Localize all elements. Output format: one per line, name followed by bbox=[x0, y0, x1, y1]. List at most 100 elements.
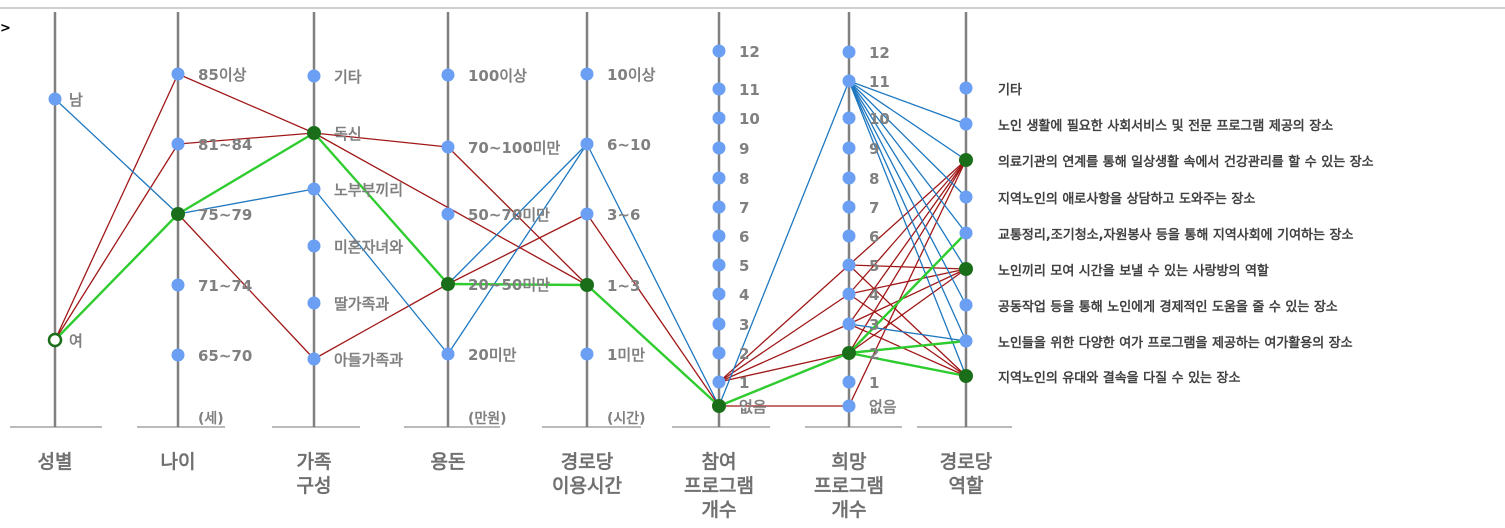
point-join bbox=[712, 141, 726, 155]
series-line-red bbox=[848, 159, 967, 407]
tick-label-age: 85이상 bbox=[198, 66, 247, 84]
point-money bbox=[441, 140, 455, 154]
point-want bbox=[842, 171, 856, 185]
series-line-blue bbox=[848, 80, 967, 234]
tick-label-want: 8 bbox=[869, 170, 879, 188]
series-line-red bbox=[718, 352, 850, 383]
point-join bbox=[712, 287, 726, 301]
tick-label-age: 75~79 bbox=[198, 206, 252, 224]
series-line-red bbox=[848, 264, 967, 270]
series-line-blue bbox=[848, 80, 967, 270]
tick-label-role: 지역노인의 유대와 결속을 다질 수 있는 장소 bbox=[998, 370, 1240, 386]
series-line-blue bbox=[848, 80, 967, 342]
axis-title-hours: 경로당 이용시간 bbox=[552, 451, 622, 497]
tick-label-family: 기타 bbox=[334, 68, 362, 86]
point-role bbox=[959, 298, 973, 312]
series-line-red bbox=[718, 323, 850, 383]
node-highlight-join bbox=[712, 399, 726, 413]
node-highlight-role bbox=[959, 262, 973, 276]
tick-label-join: 6 bbox=[739, 228, 749, 246]
tick-label-family: 노부부끼리 bbox=[334, 181, 403, 199]
tick-label-join: 없음 bbox=[739, 398, 767, 416]
tick-label-role: 기타 bbox=[998, 82, 1022, 98]
tick-label-join: 2 bbox=[739, 345, 749, 363]
tick-label-join: 9 bbox=[739, 140, 749, 158]
point-want bbox=[842, 74, 856, 88]
series-line-blue bbox=[718, 80, 850, 407]
series-line-green bbox=[585, 283, 721, 408]
series-line-red bbox=[54, 143, 179, 341]
series-line-red bbox=[848, 159, 967, 354]
point-family bbox=[307, 69, 321, 83]
series-line-blue bbox=[586, 143, 720, 407]
tick-label-want: 2 bbox=[869, 345, 879, 363]
node-highlight-role bbox=[959, 369, 973, 383]
points-layer bbox=[47, 44, 973, 413]
tick-label-join: 10 bbox=[739, 110, 760, 128]
tick-label-role: 지역노인의 애로사항을 상담하고 도와주는 장소 bbox=[998, 191, 1255, 207]
series-line-red bbox=[177, 132, 315, 145]
tick-label-want: 9 bbox=[869, 140, 879, 158]
corner-glyph: > bbox=[0, 21, 11, 36]
tick-label-want: 1 bbox=[869, 374, 879, 392]
node-highlight-role bbox=[959, 153, 973, 167]
tick-label-join: 8 bbox=[739, 170, 749, 188]
axis-title-want: 희망 프로그램 개수 bbox=[814, 451, 884, 521]
series-line-blue bbox=[848, 80, 967, 125]
tick-label-want: 12 bbox=[869, 44, 890, 62]
point-role bbox=[959, 334, 973, 348]
point-want bbox=[842, 45, 856, 59]
point-hours bbox=[580, 347, 594, 361]
point-money bbox=[441, 207, 455, 221]
point-want bbox=[842, 317, 856, 331]
series-line-red bbox=[718, 293, 850, 383]
axis-title-age: 나이 bbox=[161, 451, 196, 473]
node-open-gender bbox=[47, 332, 63, 348]
series-line-blue bbox=[313, 188, 449, 355]
tick-label-age: 65~70 bbox=[198, 347, 252, 365]
tick-label-role: 의료기관의 연계를 통해 일상생활 속에서 건강관리를 할 수 있는 장소 bbox=[998, 154, 1374, 170]
tick-label-want: 없음 bbox=[869, 398, 897, 416]
tick-label-join: 7 bbox=[739, 199, 749, 217]
series-line-blue bbox=[848, 80, 967, 198]
point-join bbox=[712, 317, 726, 331]
point-want bbox=[842, 229, 856, 243]
point-want bbox=[842, 375, 856, 389]
point-want bbox=[842, 287, 856, 301]
point-join bbox=[712, 258, 726, 272]
node-highlight-want bbox=[842, 346, 856, 360]
point-age bbox=[171, 348, 185, 362]
tick-label-role: 노인끼리 모여 시간을 보낼 수 있는 사랑방의 역할 bbox=[998, 263, 1269, 279]
point-hours bbox=[580, 137, 594, 151]
series-line-green bbox=[847, 231, 968, 355]
tick-label-join: 5 bbox=[739, 257, 749, 275]
axis-unit-hours: (시간) bbox=[607, 410, 646, 427]
point-join bbox=[712, 346, 726, 360]
point-want bbox=[842, 258, 856, 272]
tick-label-want: 3 bbox=[869, 316, 879, 334]
axis-title-money: 용돈 bbox=[431, 451, 466, 473]
tick-label-want: 11 bbox=[869, 73, 890, 91]
point-want bbox=[842, 399, 856, 413]
tick-label-money: 100이상 bbox=[468, 67, 527, 85]
tick-label-role: 공동작업 등을 통해 노인에게 경제적인 도움을 줄 수 있는 장소 bbox=[998, 299, 1338, 315]
node-highlight-money bbox=[441, 277, 455, 291]
point-role bbox=[959, 117, 973, 131]
series-line-blue bbox=[848, 80, 967, 306]
tick-label-money: 20미만 bbox=[468, 346, 517, 364]
axis-unit-money: (만원) bbox=[468, 411, 507, 427]
tick-label-role: 노인 생활에 필요한 사회서비스 및 전문 프로그램 제공의 장소 bbox=[998, 118, 1333, 134]
series-line-blue bbox=[848, 80, 967, 377]
point-family bbox=[307, 352, 321, 366]
series-line-green bbox=[446, 282, 589, 287]
point-want bbox=[842, 200, 856, 214]
series-line-green bbox=[717, 351, 851, 408]
tick-label-hours: 10이상 bbox=[607, 66, 656, 84]
series-line-red bbox=[848, 159, 967, 325]
axis-title-family: 가족 구성 bbox=[297, 451, 332, 497]
series-line-blue bbox=[447, 143, 588, 285]
point-hours bbox=[580, 67, 594, 81]
point-family bbox=[307, 296, 321, 310]
